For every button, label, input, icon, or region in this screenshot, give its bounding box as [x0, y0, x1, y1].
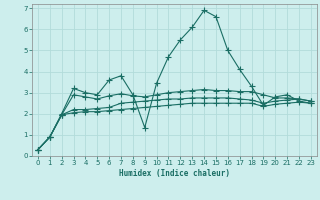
X-axis label: Humidex (Indice chaleur): Humidex (Indice chaleur): [119, 169, 230, 178]
